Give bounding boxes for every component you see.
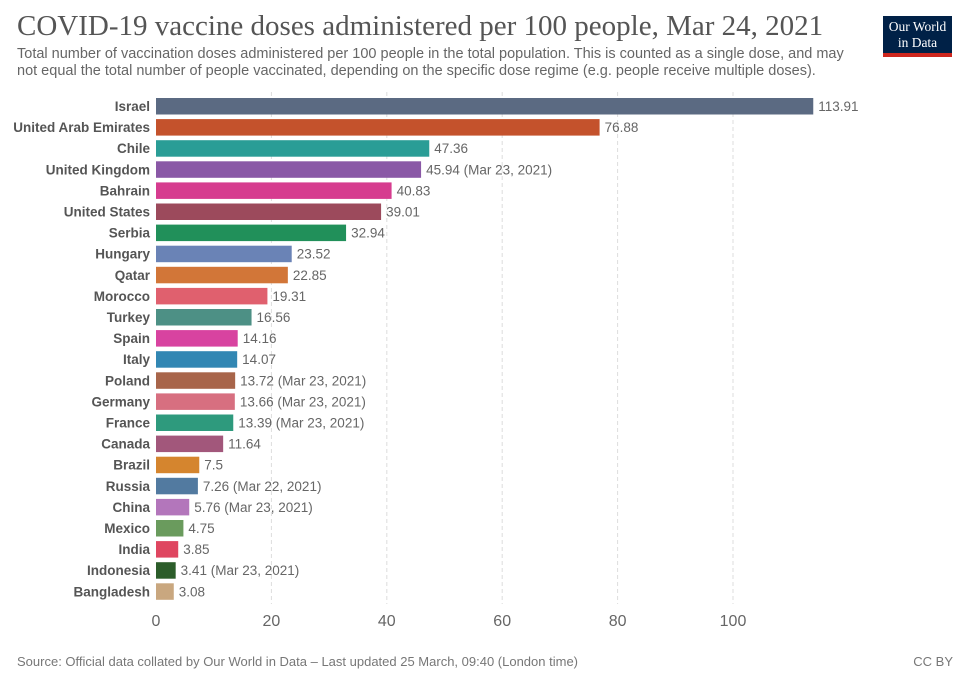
category-label: China xyxy=(112,500,150,515)
x-tick-label: 100 xyxy=(720,613,747,630)
category-label: United States xyxy=(64,205,150,220)
bar xyxy=(156,498,190,516)
x-tick-label: 20 xyxy=(263,613,281,630)
value-label: 4.75 xyxy=(188,521,214,536)
value-label: 45.94 (Mar 23, 2021) xyxy=(426,162,552,177)
bar xyxy=(156,203,382,220)
bar xyxy=(156,414,234,431)
bar xyxy=(156,287,268,305)
category-label: Spain xyxy=(113,331,150,346)
category-label: Israel xyxy=(115,99,150,114)
category-label: Poland xyxy=(105,373,150,388)
bar xyxy=(156,140,430,157)
category-label: Qatar xyxy=(115,268,151,283)
value-label: 3.08 xyxy=(179,584,205,599)
value-label: 22.85 xyxy=(293,268,327,283)
value-label: 13.39 (Mar 23, 2021) xyxy=(238,416,364,431)
category-label: Mexico xyxy=(104,521,150,536)
bar xyxy=(156,393,235,410)
value-label: 11.64 xyxy=(228,437,261,452)
owid-logo[interactable]: Our World in Data xyxy=(883,16,952,57)
logo-line-2: in Data xyxy=(897,35,938,50)
chart-subtitle: Total number of vaccination doses admini… xyxy=(17,46,844,79)
category-label: Turkey xyxy=(107,310,151,325)
category-label: Bahrain xyxy=(100,183,150,198)
category-label: Bangladesh xyxy=(73,584,150,599)
bar xyxy=(156,456,200,474)
value-label: 7.5 xyxy=(204,458,223,473)
bar xyxy=(156,266,288,284)
category-label: Hungary xyxy=(95,247,150,262)
value-label: 13.66 (Mar 23, 2021) xyxy=(240,394,366,409)
bar xyxy=(156,98,814,115)
license-link[interactable]: CC BY xyxy=(913,654,953,669)
logo-line-1: Our World xyxy=(888,19,947,34)
x-tick-label: 0 xyxy=(152,613,161,630)
category-label: Serbia xyxy=(109,226,151,241)
value-label: 23.52 xyxy=(297,247,331,262)
category-label: Indonesia xyxy=(87,563,151,578)
category-label: Germany xyxy=(91,394,150,409)
x-tick-label: 80 xyxy=(609,613,627,630)
value-label: 16.56 xyxy=(257,310,291,325)
x-tick-label: 60 xyxy=(493,613,511,630)
bar xyxy=(156,372,236,389)
source-note: Source: Official data collated by Our Wo… xyxy=(17,654,578,669)
value-label: 39.01 xyxy=(386,205,420,220)
category-label: United Arab Emirates xyxy=(13,120,150,135)
bar xyxy=(156,541,179,558)
category-label: Chile xyxy=(117,141,150,156)
x-tick-label: 40 xyxy=(378,613,396,630)
value-label: 76.88 xyxy=(605,120,639,135)
category-label: Canada xyxy=(101,437,150,452)
bar xyxy=(156,520,184,537)
bar xyxy=(156,477,198,495)
value-label: 32.94 xyxy=(351,226,385,241)
value-label: 113.91 xyxy=(818,99,858,114)
bar xyxy=(156,119,600,136)
category-label: Morocco xyxy=(94,289,150,304)
bar xyxy=(156,435,224,453)
bar xyxy=(156,351,238,368)
bar xyxy=(156,562,176,579)
bar xyxy=(156,583,174,600)
value-label: 3.41 (Mar 23, 2021) xyxy=(181,563,300,578)
value-label: 14.07 xyxy=(242,352,276,367)
value-label: 7.26 (Mar 22, 2021) xyxy=(203,479,322,494)
value-label: 19.31 xyxy=(272,289,306,304)
value-label: 3.85 xyxy=(183,542,209,557)
value-label: 5.76 (Mar 23, 2021) xyxy=(194,500,313,515)
bar xyxy=(156,182,392,199)
bar xyxy=(156,161,422,178)
bar xyxy=(156,224,347,242)
value-label: 13.72 (Mar 23, 2021) xyxy=(240,373,366,388)
category-label: United Kingdom xyxy=(46,162,150,177)
category-label: Russia xyxy=(106,479,151,494)
category-label: Italy xyxy=(123,352,151,367)
category-label: France xyxy=(106,416,151,431)
bar xyxy=(156,330,238,347)
bar xyxy=(156,245,292,263)
value-label: 47.36 xyxy=(434,141,468,156)
category-label: India xyxy=(118,542,150,557)
chart-title: COVID-19 vaccine doses administered per … xyxy=(17,10,824,42)
value-label: 14.16 xyxy=(243,331,277,346)
category-label: Brazil xyxy=(113,458,150,473)
bar xyxy=(156,309,252,326)
value-label: 40.83 xyxy=(397,183,431,198)
